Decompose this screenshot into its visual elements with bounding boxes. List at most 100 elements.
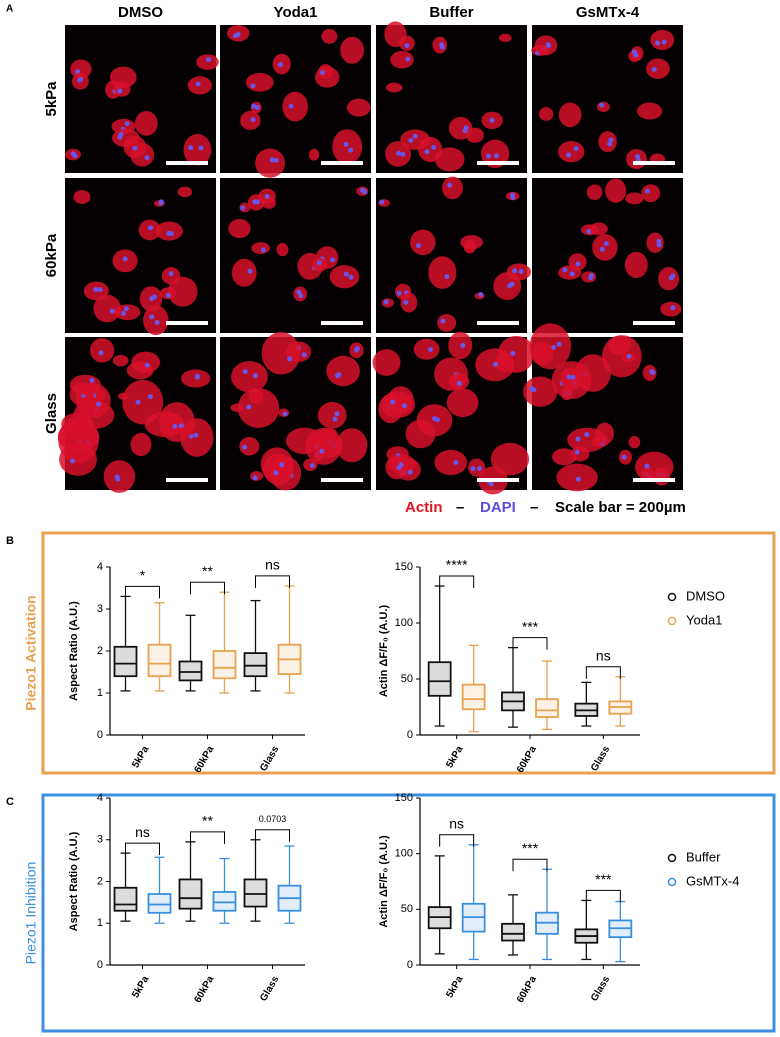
cell	[490, 442, 530, 476]
cell	[112, 354, 129, 367]
cell	[196, 54, 219, 70]
nucleus	[264, 193, 270, 199]
cell	[434, 449, 468, 476]
nucleus	[510, 350, 516, 356]
micrograph	[523, 323, 683, 492]
nucleus	[661, 39, 667, 45]
nucleus	[575, 436, 581, 442]
nucleus	[556, 341, 562, 347]
nucleus	[353, 347, 359, 353]
nucleus	[132, 145, 138, 151]
significance-bracket	[190, 831, 225, 844]
legend-marker	[667, 616, 677, 626]
nucleus	[428, 347, 434, 353]
cell	[558, 141, 585, 163]
nucleus	[493, 361, 499, 367]
nucleus	[154, 319, 160, 325]
cell	[231, 361, 268, 393]
nucleus	[494, 153, 500, 159]
cell	[168, 276, 198, 307]
cell	[318, 64, 333, 79]
y-tick-label: 0	[407, 729, 413, 741]
cell	[70, 59, 92, 79]
micrograph-bg	[376, 178, 527, 333]
nucleus	[360, 187, 366, 193]
cell	[637, 102, 663, 120]
significance-label: ***	[522, 840, 539, 856]
nucleus	[144, 155, 150, 161]
nucleus	[405, 56, 411, 62]
nucleus	[588, 273, 594, 279]
x-tick-label: 5kPa	[130, 744, 151, 770]
nucleus	[574, 449, 580, 455]
nucleus	[656, 242, 662, 248]
y-tick-label: 0	[97, 959, 103, 971]
panel-label: A	[6, 4, 13, 15]
cell	[317, 401, 347, 429]
x-tick-label: Glass	[589, 974, 612, 1003]
nucleus	[529, 386, 535, 392]
significance-label: ***	[595, 871, 612, 887]
x-tick-label: Glass	[258, 974, 281, 1003]
significance-bracket	[439, 575, 475, 589]
nucleus	[195, 81, 201, 87]
cell	[380, 391, 416, 418]
cell	[523, 376, 558, 407]
y-tick-label: 100	[395, 848, 413, 860]
cell	[558, 265, 582, 280]
nucleus	[626, 353, 632, 359]
nucleus	[172, 423, 178, 429]
box	[243, 652, 268, 678]
nucleus	[319, 448, 325, 454]
micrograph	[376, 176, 531, 333]
cell	[336, 428, 368, 463]
cell	[89, 338, 115, 363]
cell	[602, 335, 642, 378]
nucleus	[301, 352, 307, 358]
nucleus	[575, 261, 581, 267]
nucleus	[316, 260, 322, 266]
cell	[624, 251, 648, 278]
nucleus	[158, 200, 164, 206]
nucleus	[650, 370, 656, 376]
nucleus	[149, 314, 155, 320]
cell	[437, 314, 457, 332]
nucleus	[456, 380, 462, 386]
nucleus	[566, 152, 572, 158]
cell	[497, 335, 535, 373]
x-tick-label: 5kPa	[130, 974, 151, 1000]
box	[461, 683, 486, 711]
cell	[660, 301, 682, 317]
micrograph	[531, 25, 683, 173]
box	[212, 891, 237, 912]
y-tick-label: 150	[395, 792, 413, 804]
nucleus	[135, 399, 141, 405]
y-tick-label: 3	[97, 603, 103, 615]
nucleus	[298, 293, 304, 299]
nucleus	[668, 275, 674, 281]
cell	[598, 131, 617, 152]
nucleus	[670, 305, 676, 311]
nucleus	[193, 432, 199, 438]
column-header: GsMTx-4	[576, 4, 640, 21]
nucleus	[273, 157, 279, 163]
panel-label: B	[6, 535, 14, 547]
nucleus	[240, 205, 246, 211]
nucleus	[247, 268, 253, 274]
nucleus	[599, 102, 605, 108]
box	[535, 698, 559, 718]
y-tick-label: 50	[401, 673, 413, 685]
nucleus	[77, 77, 83, 83]
significance-bracket	[585, 666, 621, 679]
significance-label: ns	[449, 815, 464, 831]
significance-label: ns	[596, 647, 611, 663]
significance-label: 0.0703	[259, 814, 287, 824]
nucleus	[288, 103, 294, 109]
nucleus	[432, 416, 438, 422]
nucleus	[570, 374, 576, 380]
row-header: 60kPa	[43, 233, 60, 277]
nucleus	[319, 70, 325, 76]
panel-label: C	[6, 796, 14, 808]
cell	[228, 219, 251, 239]
